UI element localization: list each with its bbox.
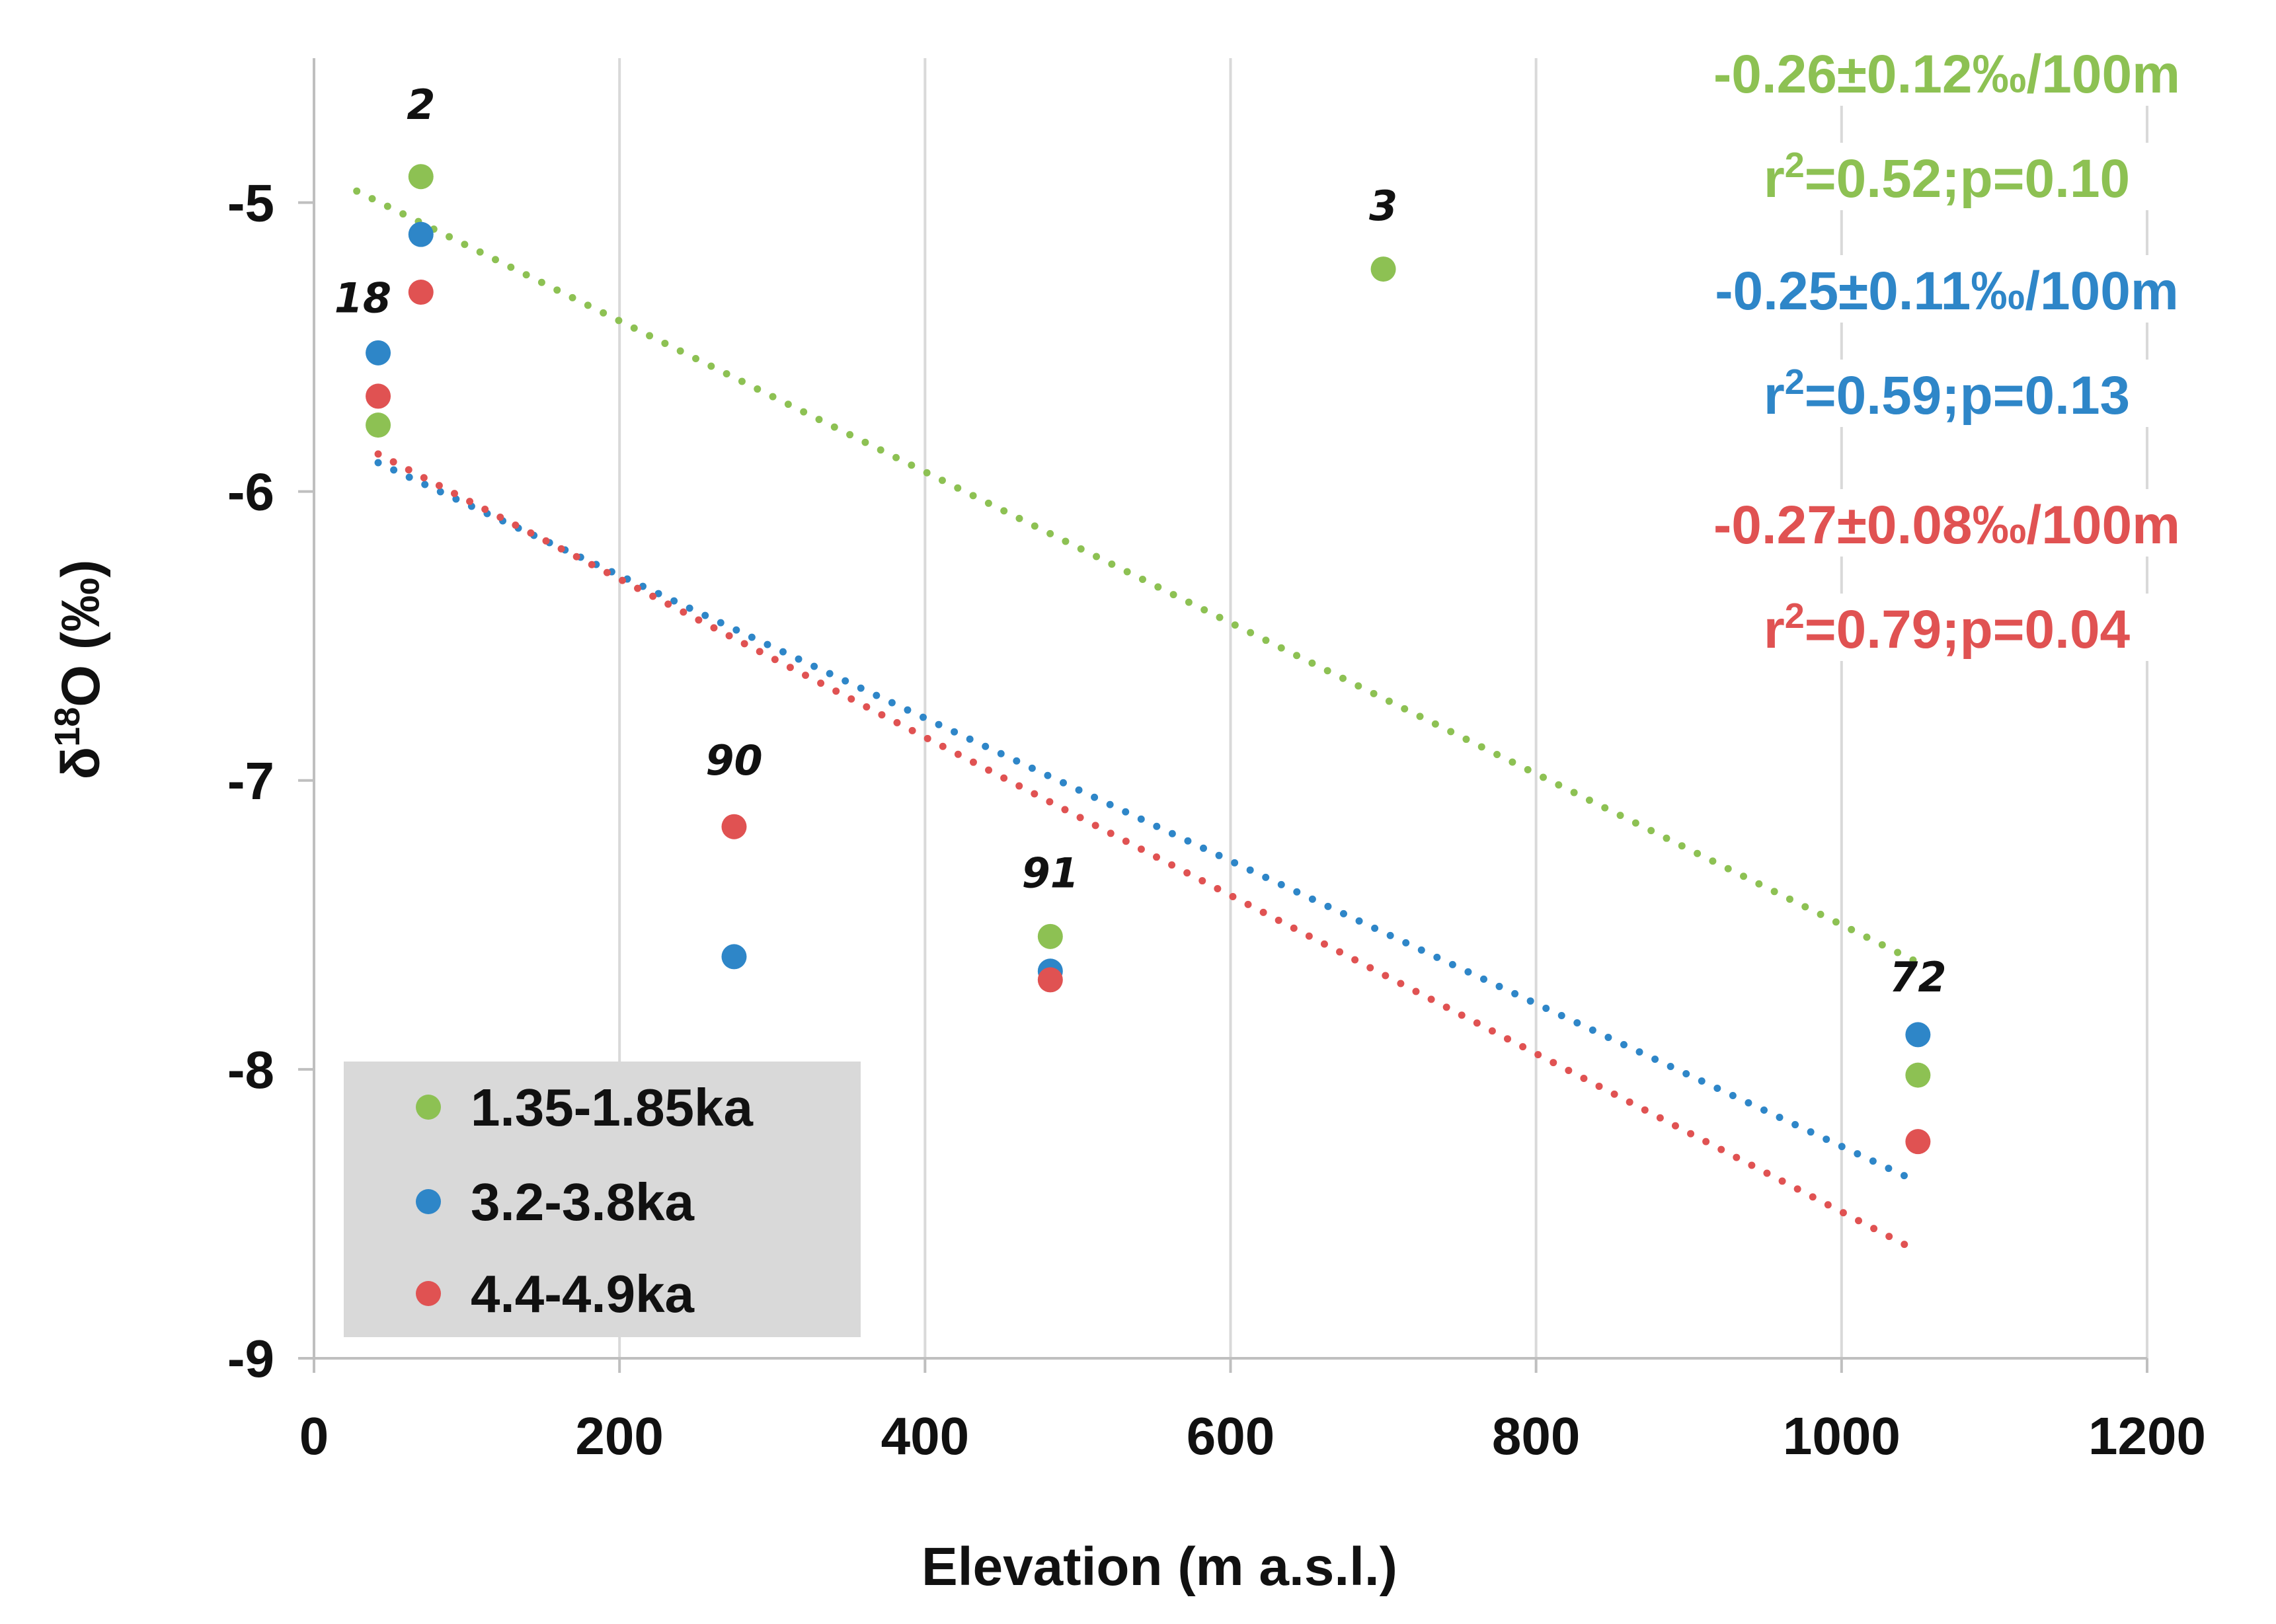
annotation-bg <box>1709 143 2185 210</box>
point-label-91: 91 <box>1022 849 1079 898</box>
x-tick-label: 400 <box>881 1407 969 1465</box>
point-series-1-3 <box>1370 256 1396 282</box>
y-tick-labels: -5 -6 -7 -8 -9 <box>227 174 274 1388</box>
x-tick-label: 0 <box>299 1407 329 1465</box>
trend-annotations: -0.26±0.12‰/100mr2=0.52;p=0.10-0.25±0.11… <box>1636 38 2257 661</box>
point-label-2: 2 <box>407 81 435 129</box>
legend-label-2: 3.2-3.8ka <box>471 1173 695 1231</box>
point-series-3-2 <box>408 280 434 305</box>
point-series-3-1 <box>366 383 391 409</box>
point-label-3: 3 <box>1369 182 1397 230</box>
point-series-3-5 <box>1905 1129 1931 1155</box>
trend-annotation-stats-2: r2=0.59;p=0.13 <box>1764 362 2130 426</box>
point-series-1-1 <box>366 412 391 438</box>
annotation-stats-text: =0.59;p=0.13 <box>1805 366 2130 426</box>
x-tick-label: 1200 <box>2088 1407 2206 1465</box>
y-tick-label: -8 <box>227 1040 274 1099</box>
legend-label-1: 1.35-1.85ka <box>471 1078 754 1137</box>
y-tick-label: -9 <box>227 1329 274 1388</box>
point-series-1-4 <box>1037 923 1063 949</box>
point-label-72: 72 <box>1889 953 1946 1001</box>
y-tick-label: -6 <box>227 463 274 522</box>
axes <box>298 58 2148 1373</box>
data-points <box>366 164 1931 1155</box>
legend-marker-2 <box>416 1189 441 1214</box>
annotation-bg <box>1636 489 2257 557</box>
x-tick-label: 200 <box>575 1407 663 1465</box>
trend-annotation-slope-2: -0.25±0.11‰/100m <box>1715 261 2178 321</box>
annotation-r: r <box>1764 366 1785 426</box>
legend-label-3: 4.4-4.9ka <box>471 1264 695 1323</box>
point-series-2-5 <box>1905 1022 1931 1048</box>
annotation-bg <box>1636 255 2257 323</box>
annotation-stats-text: =0.79;p=0.04 <box>1805 599 2131 660</box>
legend-marker-1 <box>416 1095 441 1120</box>
trend-annotation-slope-3: -0.27±0.08‰/100m <box>1713 495 2180 555</box>
x-tick-label: 1000 <box>1783 1407 1901 1465</box>
point-series-3-3 <box>721 814 747 839</box>
x-axis-title: Elevation (m a.s.l.) <box>922 1537 1397 1597</box>
trend-annotation-slope-1: -0.26±0.12‰/100m <box>1713 44 2180 104</box>
y-tick-label: -5 <box>227 174 274 233</box>
annotation-bg <box>1709 360 2185 427</box>
point-series-3-4 <box>1037 967 1063 993</box>
annotation-bg <box>1709 594 2185 661</box>
y-axis-title: δ18O (‰) <box>48 560 111 780</box>
y-axis-title-sup: 18 <box>48 707 87 747</box>
point-series-1-5 <box>1905 1062 1931 1088</box>
point-series-2-1 <box>366 340 391 366</box>
annotation-stats-text: =0.52;p=0.10 <box>1805 149 2130 209</box>
y-axis-title-prefix: δ <box>51 747 111 780</box>
point-series-2-3 <box>721 944 747 970</box>
annotation-bg <box>1636 38 2257 106</box>
trendline-series-3 <box>374 450 1922 1255</box>
trendlines <box>353 187 1922 1255</box>
trend-annotation-stats-1: r2=0.52;p=0.10 <box>1764 145 2130 209</box>
annotation-sup: 2 <box>1785 596 1805 636</box>
y-axis-title-suffix: O (‰) <box>51 560 111 707</box>
point-label-90: 90 <box>705 736 762 785</box>
x-tick-labels: 0 200 400 600 800 1000 1200 <box>299 1407 2206 1465</box>
trend-annotation-stats-3: r2=0.79;p=0.04 <box>1764 596 2131 660</box>
legend: 1.35-1.85ka 3.2-3.8ka 4.4-4.9ka <box>344 1062 861 1337</box>
point-labels: 2 18 3 90 91 72 <box>334 81 1947 1001</box>
y-tick-label: -7 <box>227 752 274 810</box>
x-tick-label: 600 <box>1187 1407 1275 1465</box>
point-label-18: 18 <box>334 274 391 323</box>
x-tick-label: 800 <box>1492 1407 1580 1465</box>
annotation-r: r <box>1764 599 1785 660</box>
point-series-2-2 <box>408 221 434 247</box>
annotation-r: r <box>1764 149 1785 209</box>
trendline-series-1 <box>353 187 1922 966</box>
point-series-1-2 <box>408 164 434 190</box>
annotation-sup: 2 <box>1785 145 1805 185</box>
annotation-sup: 2 <box>1785 362 1805 402</box>
legend-marker-3 <box>416 1281 441 1306</box>
